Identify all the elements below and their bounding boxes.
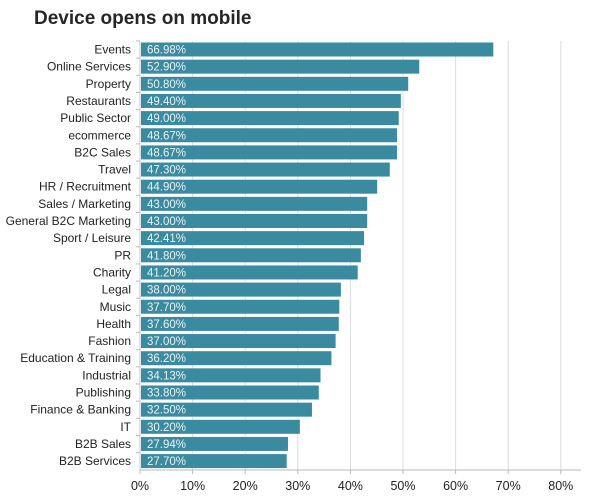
x-tick-label: 40% <box>338 479 363 493</box>
value-label: 66.98% <box>147 45 186 57</box>
category-label: IT <box>120 420 131 434</box>
category-label: Charity <box>93 265 131 279</box>
category-label: Legal <box>102 283 131 297</box>
category-label: Events <box>94 43 131 57</box>
value-label: 34.13% <box>147 370 186 382</box>
category-label: Education & Training <box>20 351 131 365</box>
x-tick-label: 60% <box>443 479 468 493</box>
value-label: 48.67% <box>147 130 186 142</box>
bar <box>141 316 339 331</box>
category-label: Public Sector <box>60 111 131 125</box>
category-label: Online Services <box>47 60 131 74</box>
bar <box>141 248 361 263</box>
category-label: General B2C Marketing <box>6 214 131 228</box>
category-label: Publishing <box>76 386 131 400</box>
chart-title: Device opens on mobile <box>34 8 252 29</box>
value-label: 37.70% <box>147 302 186 314</box>
category-label: B2C Sales <box>74 145 131 159</box>
bar <box>141 196 368 211</box>
bar <box>141 111 399 126</box>
bar <box>141 42 494 57</box>
category-label: Sport / Leisure <box>53 231 131 245</box>
bar <box>141 128 398 143</box>
value-label: 43.00% <box>147 216 186 228</box>
bar <box>141 59 420 74</box>
value-label: 36.20% <box>147 353 186 365</box>
value-label: 49.40% <box>147 96 186 108</box>
bar <box>141 385 319 400</box>
bar <box>141 419 300 434</box>
category-label: HR / Recruitment <box>39 180 132 194</box>
bar <box>141 231 365 246</box>
category-label: B2B Services <box>59 454 131 468</box>
category-label: Restaurants <box>66 94 131 108</box>
category-label: Health <box>96 317 131 331</box>
bar <box>141 351 332 366</box>
value-label: 32.50% <box>147 405 186 417</box>
value-label: 33.80% <box>147 388 186 400</box>
bar <box>141 214 368 228</box>
value-label: 41.80% <box>147 250 186 262</box>
x-tick-label: 70% <box>496 479 521 493</box>
value-label: 37.60% <box>147 319 186 331</box>
bar <box>141 402 312 417</box>
x-tick-label: 0% <box>131 479 149 493</box>
value-label: 49.00% <box>147 113 186 125</box>
category-label: Finance & Banking <box>30 403 131 417</box>
bar <box>141 76 409 91</box>
category-label: Property <box>86 77 131 91</box>
bar <box>141 368 321 383</box>
x-tick-label: 50% <box>390 479 415 493</box>
category-label: Travel <box>98 163 131 177</box>
value-label: 42.41% <box>147 233 186 245</box>
bar <box>141 145 398 160</box>
value-label: 52.90% <box>147 62 186 74</box>
bar <box>141 162 390 177</box>
value-label: 47.30% <box>147 165 186 177</box>
bar <box>141 334 336 349</box>
x-tick-label: 20% <box>233 479 258 493</box>
category-label: Industrial <box>82 368 131 382</box>
bar <box>141 179 378 194</box>
category-label: PR <box>114 248 131 262</box>
value-label: 44.90% <box>147 182 186 194</box>
value-label: 27.94% <box>147 439 186 451</box>
x-tick-label: 30% <box>285 479 310 493</box>
value-label: 41.20% <box>147 267 186 279</box>
bar <box>141 436 288 451</box>
bar <box>141 299 340 314</box>
bar <box>141 282 341 297</box>
category-label: ecommerce <box>68 128 131 142</box>
bar <box>141 265 358 280</box>
category-label: Fashion <box>88 334 131 348</box>
x-tick-label: 10% <box>180 479 205 493</box>
value-label: 50.80% <box>147 79 186 91</box>
value-label: 37.00% <box>147 336 186 348</box>
category-label: Music <box>100 300 131 314</box>
value-label: 43.00% <box>147 199 186 211</box>
category-label: B2B Sales <box>75 437 131 451</box>
bar <box>141 454 287 469</box>
value-label: 27.70% <box>147 456 186 468</box>
value-label: 38.00% <box>147 285 186 297</box>
value-label: 48.67% <box>147 147 186 159</box>
value-label: 30.20% <box>147 422 186 434</box>
x-tick-label: 80% <box>548 479 573 493</box>
category-label: Sales / Marketing <box>38 197 131 211</box>
bar <box>141 93 401 108</box>
